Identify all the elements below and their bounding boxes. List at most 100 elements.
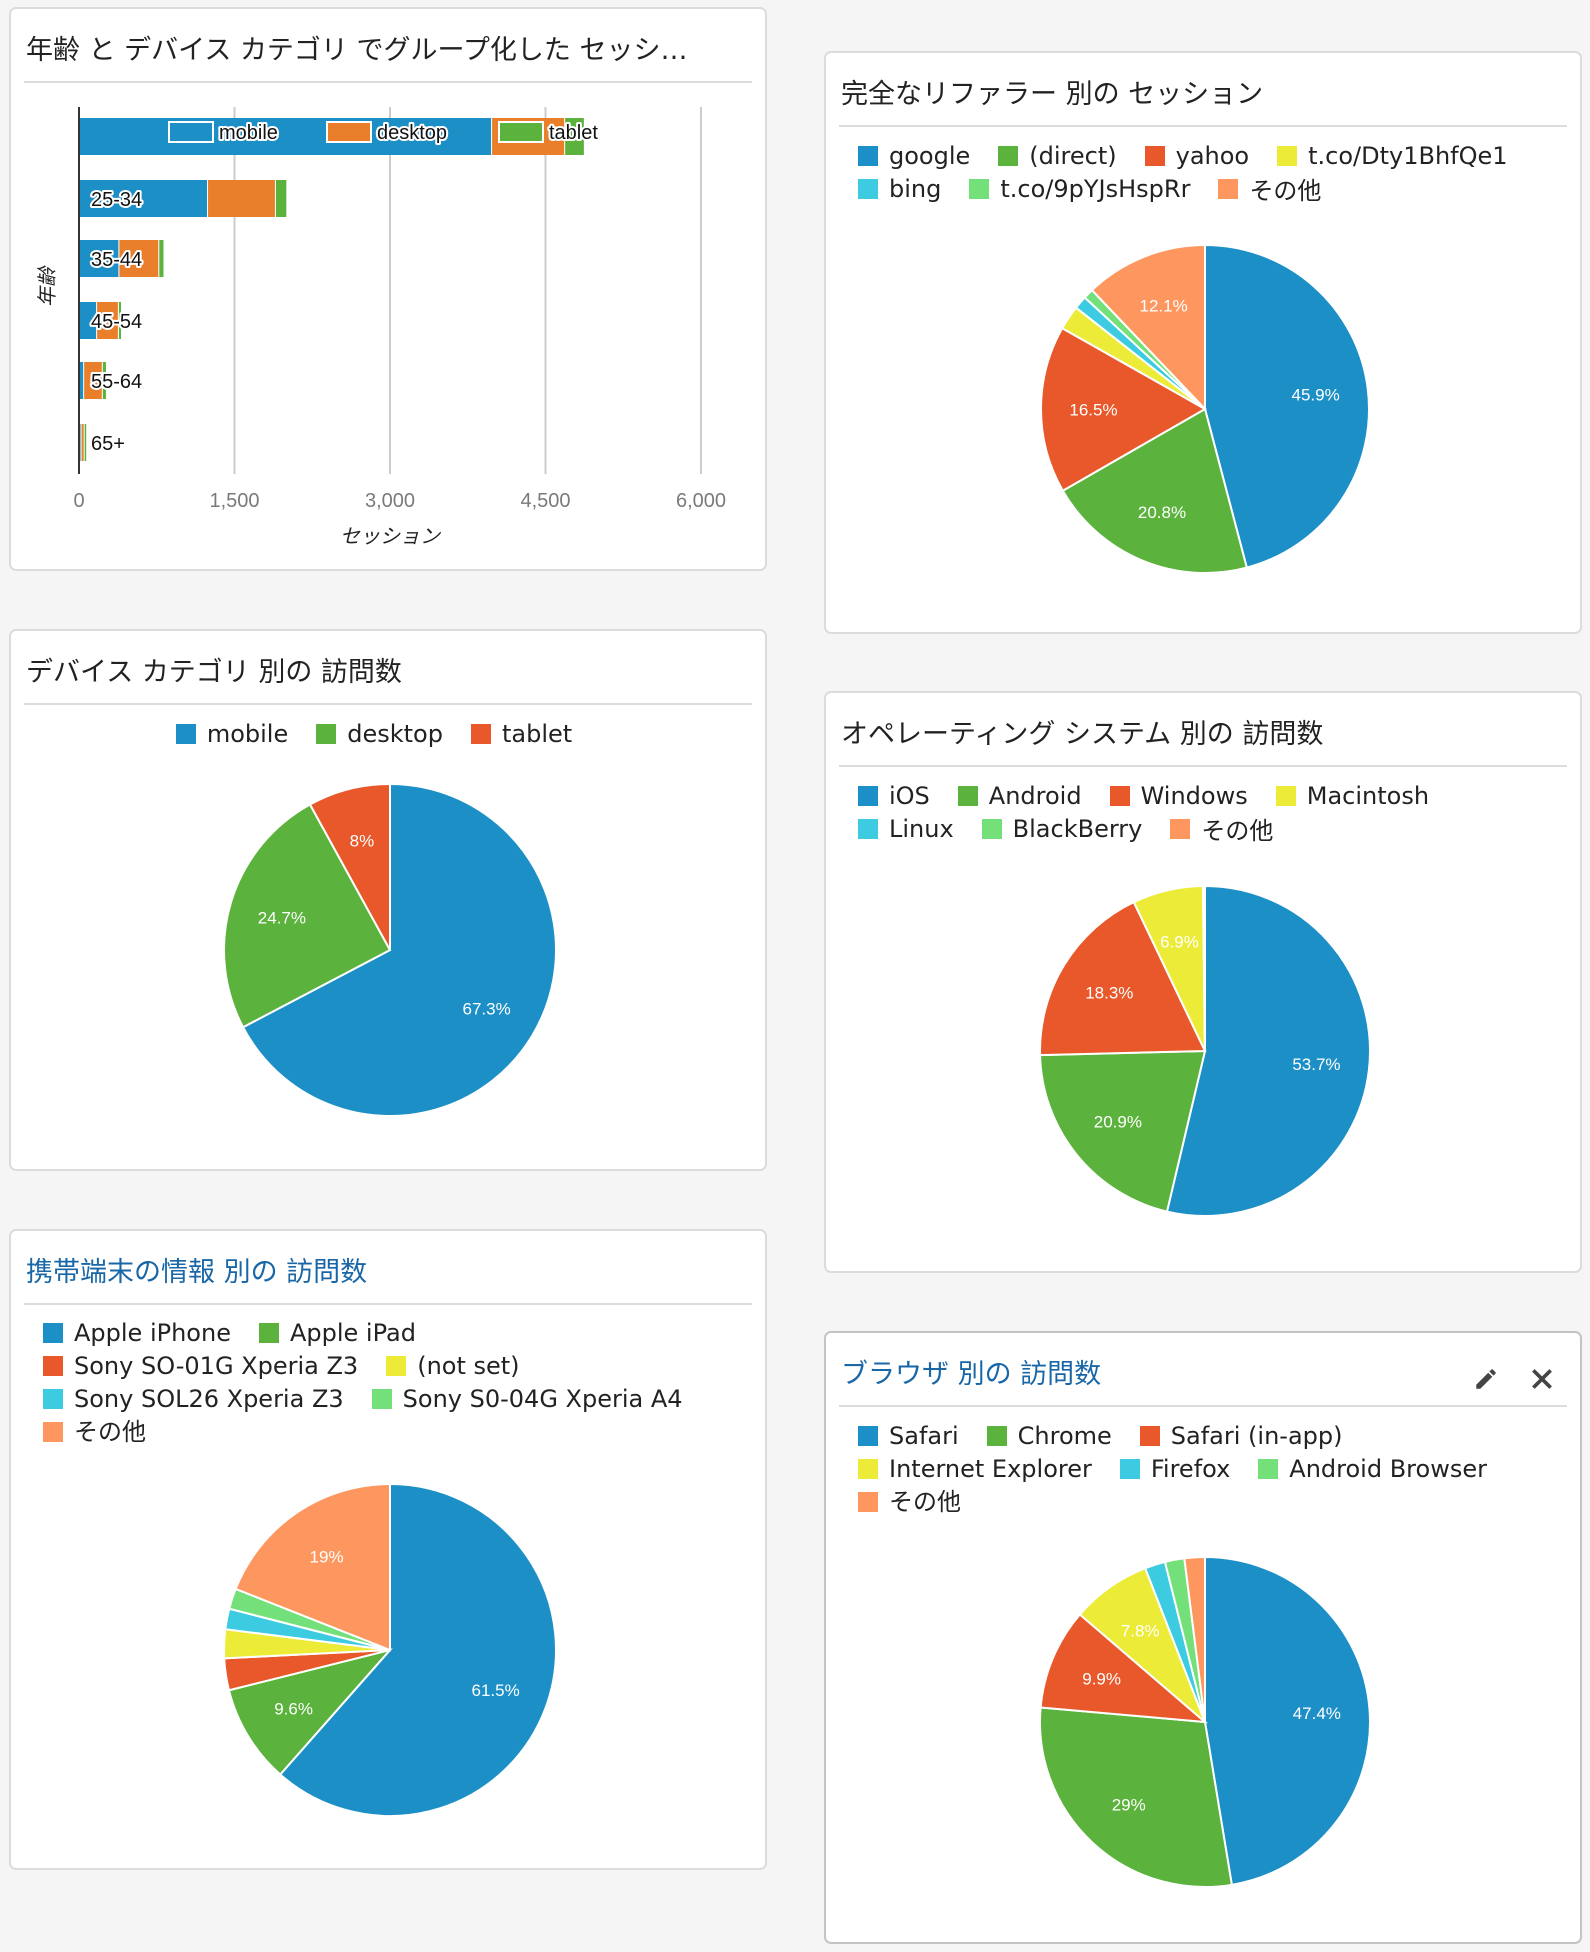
pie-slice[interactable]: [1183, 1555, 1206, 1723]
legend-item[interactable]: desktop: [316, 720, 443, 748]
bar-segment[interactable]: [275, 180, 287, 217]
legend-item[interactable]: Sony SOL26 Xperia Z3: [43, 1384, 344, 1414]
legend-item[interactable]: Internet Explorer: [858, 1454, 1092, 1484]
legend-item[interactable]: Android Browser: [1258, 1454, 1487, 1484]
legend-item[interactable]: Windows: [1109, 782, 1248, 810]
bar-segment[interactable]: [79, 302, 97, 339]
legend-item[interactable]: Safari (in-app): [1139, 1421, 1343, 1451]
legend-item[interactable]: Apple iPhone: [43, 1318, 231, 1348]
pie-slice[interactable]: [278, 1482, 557, 1817]
bar-segment[interactable]: [79, 118, 492, 155]
card-divider: [839, 125, 1567, 127]
legend-row: Linux BlackBerry その他: [858, 812, 1560, 845]
legend-item[interactable]: yahoo: [1144, 142, 1249, 170]
close-button[interactable]: [1526, 1363, 1558, 1395]
legend-swatch-icon: [1139, 1425, 1160, 1446]
chart-legend: google (direct) yahoo t.co/Dty1BhfQe1 bing t.…: [858, 139, 1560, 205]
legend-item[interactable]: Firefox: [1119, 1454, 1230, 1484]
bar-segment[interactable]: [102, 362, 106, 399]
bar-segment[interactable]: [79, 180, 208, 217]
handset-card: 携帯端末の情報 別の 訪問数 Apple iPhone Apple iPad Son…: [9, 1229, 767, 1870]
slice-percent-label: 45.9%: [1291, 386, 1339, 405]
pie-slice[interactable]: [1039, 1706, 1233, 1888]
legend-item[interactable]: その他: [1218, 171, 1321, 206]
legend-label: tablet: [501, 719, 573, 748]
legend-swatch-icon: [1119, 1458, 1140, 1479]
legend-item[interactable]: bing: [858, 175, 941, 203]
legend-item[interactable]: (direct): [998, 142, 1117, 170]
legend-swatch-icon: [470, 723, 491, 744]
legend-item[interactable]: BlackBerry: [981, 814, 1143, 843]
legend-item[interactable]: google: [858, 142, 970, 170]
bar-segment[interactable]: [79, 240, 119, 277]
legend-row: Safari Chrome Safari (in-app): [858, 1419, 1560, 1452]
close-icon: [1532, 1369, 1552, 1389]
pie-slice[interactable]: [234, 1482, 391, 1652]
card-divider: [24, 1303, 752, 1305]
legend-item[interactable]: t.co/Dty1BhfQe1: [1277, 142, 1508, 170]
bar-segment[interactable]: [81, 424, 84, 461]
legend-item[interactable]: Chrome: [986, 1421, 1112, 1451]
bar-segment[interactable]: [97, 302, 118, 339]
slice-percent-label: 20.9%: [1094, 1113, 1142, 1132]
legend-item[interactable]: Linux: [858, 815, 954, 843]
pie-slice[interactable]: [1039, 1049, 1207, 1213]
legend-row: google (direct) yahoo t.co/Dty1BhfQe1: [858, 139, 1560, 172]
legend-item[interactable]: Macintosh: [1275, 782, 1429, 810]
legend-swatch-icon: [168, 121, 214, 143]
bar-segment[interactable]: [159, 240, 164, 277]
pie-slice[interactable]: [308, 782, 391, 951]
legend-swatch-icon: [43, 1388, 63, 1409]
pie-slice[interactable]: [1165, 884, 1371, 1217]
legend-item[interactable]: Android: [957, 782, 1082, 810]
x-tick-label: 1,500: [209, 490, 259, 512]
bar-segment[interactable]: [84, 424, 87, 461]
legend-swatch-icon: [858, 1458, 878, 1479]
pie-slice[interactable]: [1204, 1555, 1371, 1886]
edit-button[interactable]: [1470, 1363, 1502, 1395]
slice-percent-label: 61.5%: [471, 1681, 519, 1700]
bar-segment[interactable]: [118, 302, 121, 339]
legend-label: BlackBerry: [1012, 814, 1143, 843]
pie-slice[interactable]: [1090, 243, 1206, 412]
bar-segment[interactable]: [119, 240, 159, 277]
pie-slice[interactable]: [241, 782, 557, 1117]
pie-slice[interactable]: [1040, 326, 1208, 493]
x-axis-title: セッション: [340, 524, 441, 548]
legend-item[interactable]: Safari: [858, 1421, 959, 1451]
pie-slice[interactable]: [1204, 243, 1370, 569]
bar-segment[interactable]: [84, 362, 102, 399]
legend-swatch-icon: [371, 1388, 392, 1409]
legend-swatch-icon: [43, 1322, 63, 1343]
legend-swatch-icon: [858, 1425, 878, 1446]
bar-segment[interactable]: [79, 362, 84, 399]
legend-item[interactable]: (not set): [386, 1351, 520, 1381]
legend-item[interactable]: その他: [43, 1417, 146, 1447]
legend-item[interactable]: iOS: [858, 782, 930, 810]
legend-label: desktop: [377, 122, 447, 144]
legend-item[interactable]: tablet: [470, 719, 573, 748]
slice-percent-label: 7.8%: [1121, 1621, 1160, 1640]
legend-item[interactable]: t.co/9pYJsHspRr: [969, 175, 1190, 203]
legend-item[interactable]: その他: [858, 1487, 961, 1517]
pie-slice[interactable]: [223, 803, 392, 1029]
slice-percent-label: 18.3%: [1085, 983, 1133, 1002]
legend-item[interactable]: Sony SO-01G Xperia Z3: [43, 1351, 358, 1381]
legend-swatch-icon: [858, 818, 878, 839]
legend-label: Sony SOL26 Xperia Z3: [74, 1384, 344, 1413]
legend-item[interactable]: Sony S0-04G Xperia A4: [371, 1384, 683, 1414]
bar-segment[interactable]: [565, 118, 584, 155]
bar-segment[interactable]: [208, 180, 275, 217]
legend-item[interactable]: Apple iPad: [258, 1318, 416, 1348]
legend-label: Safari (in-app): [1170, 1421, 1343, 1450]
legend-item[interactable]: mobile: [175, 720, 288, 748]
pie-slice[interactable]: [1039, 1613, 1209, 1724]
x-tick-label: 3,000: [365, 490, 415, 512]
legend-label: Safari: [889, 1421, 959, 1450]
legend-item[interactable]: その他: [1170, 811, 1273, 846]
pie-slice[interactable]: [1039, 900, 1207, 1057]
pie-slice[interactable]: [1061, 407, 1249, 574]
legend-row: mobile desktop tablet: [175, 717, 600, 750]
stacked-bar-chart: 0 1,500 3,000 4,500 6,000 25-34 35-44 45-54 55-6…: [35, 107, 726, 548]
pie-slice[interactable]: [1203, 884, 1206, 1052]
